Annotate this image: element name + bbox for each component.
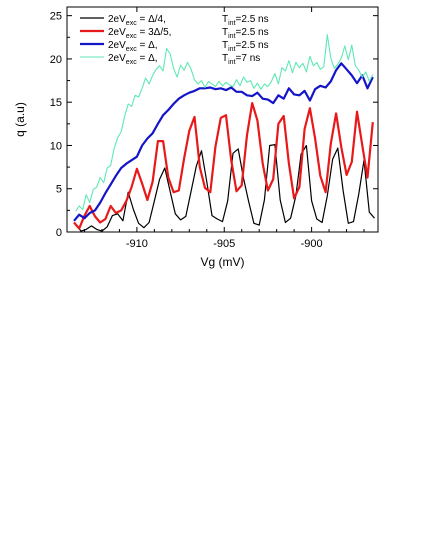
- legend-entry-2: 2eVexc = 3Δ/5,: [108, 27, 171, 40]
- legend-entry-3: 2eVexc = Δ,: [108, 40, 158, 53]
- x-axis-title: Vg (mV): [200, 255, 244, 269]
- legend-entry-4: 2eVexc = Δ,: [108, 53, 158, 66]
- series-line-4: [75, 34, 374, 212]
- y-tick-label: 15: [50, 97, 62, 109]
- x-tick-label: -900: [301, 238, 323, 250]
- y-tick-label: 0: [56, 227, 62, 239]
- legend-entry-4-time: Tint=7 ns: [222, 53, 260, 66]
- y-axis-title: q (a.u): [13, 102, 27, 137]
- axis-ticks: -910 -905 -900 0 5 10 15 20 25: [50, 7, 378, 250]
- legend-entry-1-time: Tint=2.5 ns: [222, 14, 269, 27]
- legend: 2eVexc = Δ/4, Tint=2.5 ns 2eVexc = 3Δ/5, Ti…: [80, 14, 269, 66]
- x-tick-label: -905: [213, 238, 235, 250]
- y-tick-label: 10: [50, 140, 62, 152]
- legend-entry-3-time: Tint=2.5 ns: [222, 40, 269, 53]
- legend-entry-2-time: Tint=2.5 ns: [222, 27, 269, 40]
- y-tick-label: 25: [50, 11, 62, 23]
- legend-entry-1: 2eVexc = Δ/4,: [108, 14, 166, 27]
- y-tick-label: 20: [50, 54, 62, 66]
- series-line-2: [73, 102, 374, 230]
- plot-frame: [66, 6, 379, 233]
- series-layer: [73, 34, 375, 232]
- series-line-3: [73, 62, 374, 222]
- series-line-1: [75, 144, 375, 232]
- x-tick-label: -910: [126, 238, 148, 250]
- y-tick-label: 5: [56, 184, 62, 196]
